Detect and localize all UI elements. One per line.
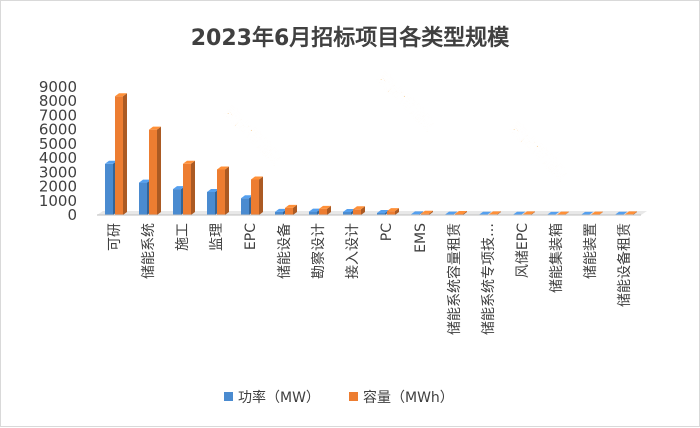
bar-capacity-2 [183, 161, 195, 215]
x-tick-label-0: 可研 [107, 223, 123, 251]
x-tick-label-6: 勘察设计 [310, 223, 327, 279]
x-tick-label-15: 储能设备租赁 [616, 223, 633, 307]
watermark-1: 索比储能网 [220, 103, 286, 169]
bars-group [97, 93, 647, 215]
legend-swatch-capacity [349, 392, 358, 401]
x-tick-label-11: 储能系统专项技… [481, 223, 497, 335]
bar-capacity-3 [217, 166, 229, 215]
x-axis: 可研 储能系统 施工监理 EPC 储能设备勘察设计接入设计 PC EMS 储能系统容量租赁 储能… [97, 215, 641, 335]
chart-title: 2023年6月招标项目各类型规模 [191, 25, 511, 51]
legend-label-power: 功率（MW） [238, 389, 320, 406]
x-tick-label-5: 储能设备 [276, 223, 293, 279]
watermark-3: 索比储能网 [506, 119, 572, 185]
x-tick-label-12: 风储EPC [515, 223, 531, 278]
bar-capacity-1 [149, 127, 161, 215]
x-tick-label-9: EMS [413, 223, 429, 253]
bar-capacity-4 [251, 176, 263, 215]
x-tick-label-14: 储能装置 [583, 223, 599, 279]
x-tick-label-2: 施工 [175, 223, 191, 251]
x-tick-label-8: PC [379, 223, 395, 241]
legend: 功率（MW） 容量（MWh） [224, 389, 454, 406]
legend-swatch-power [224, 392, 233, 401]
bar-capacity-0 [115, 93, 127, 215]
x-tick-label-3: 监理 [209, 223, 225, 251]
x-tick-label-13: 储能集装箱 [548, 223, 565, 293]
x-tick-label-4: EPC [243, 223, 259, 250]
y-tick-label-9: 9000 [39, 78, 77, 96]
legend-label-capacity: 容量（MWh） [363, 389, 454, 406]
x-tick-label-1: 储能系统 [141, 223, 157, 279]
x-tick-label-10: 储能系统容量租赁 [446, 223, 463, 335]
watermark-2: 索比储能网 [373, 69, 439, 135]
x-tick-label-7: 接入设计 [344, 223, 361, 279]
